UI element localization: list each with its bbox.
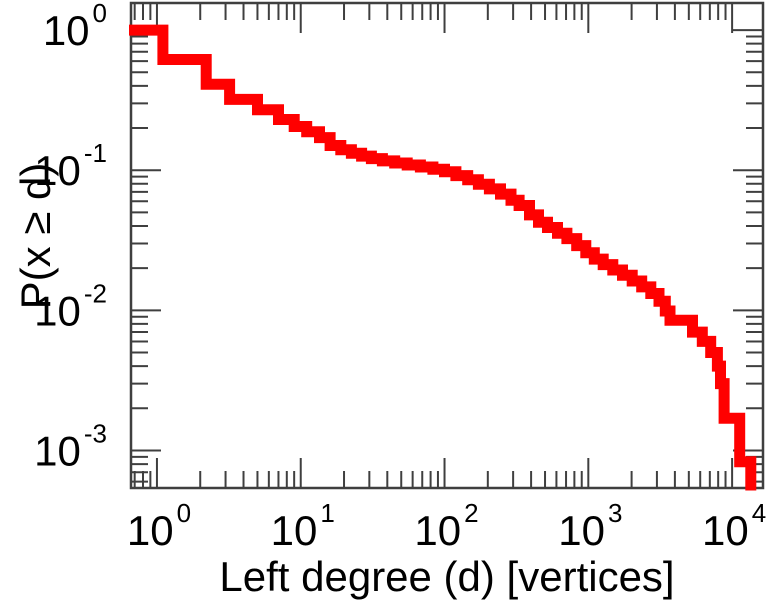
y-tick-label-10e-2: 10 -2	[34, 278, 107, 334]
tick-label-base: 10	[34, 427, 81, 474]
x-tick-label-10e4: 10 4	[702, 498, 766, 554]
y-tick-label-10e0: 10 0	[43, 0, 107, 54]
tick-label-base: 10	[702, 507, 749, 554]
tick-label-exponent: 0	[93, 0, 107, 28]
y-tick-label-10e-1: 10 -1	[34, 138, 107, 194]
x-tick-label-10e0: 10 0	[127, 498, 191, 554]
plot-border	[129, 1, 765, 490]
tick-label-exponent: -2	[84, 278, 107, 308]
x-tick-label-10e1: 10 1	[271, 498, 335, 554]
tick-label-exponent: 3	[608, 498, 622, 528]
tick-label-exponent: 4	[752, 498, 766, 528]
tick-label-base: 10	[34, 287, 81, 334]
tick-label-base: 10	[271, 507, 318, 554]
tick-label-exponent: -1	[84, 138, 107, 168]
y-tick-label-10e-3: 10 -3	[34, 418, 107, 474]
ccdf-curve-layer	[129, 24, 757, 491]
tick-label-base: 10	[558, 507, 605, 554]
tick-labels: 10 0 10 1 10 2 10 3 10 410 010 -110 -210 -3	[34, 0, 766, 554]
tick-label-exponent: -3	[84, 418, 107, 448]
tick-label-exponent: 2	[464, 498, 478, 528]
axis-ticks	[131, 3, 763, 488]
x-tick-label-10e2: 10 2	[414, 498, 478, 554]
tick-label-base: 10	[43, 7, 90, 54]
tick-label-base: 10	[414, 507, 461, 554]
x-tick-label-10e3: 10 3	[558, 498, 622, 554]
y-axis-title: P(x ≥ d)	[12, 163, 59, 310]
x-axis-title: Left degree (d) [vertices]	[219, 553, 674, 600]
tick-label-exponent: 1	[320, 498, 334, 528]
tick-label-base: 10	[34, 147, 81, 194]
tick-label-base: 10	[127, 507, 174, 554]
tick-label-exponent: 0	[177, 498, 191, 528]
ccdf-step-curve	[129, 24, 757, 491]
